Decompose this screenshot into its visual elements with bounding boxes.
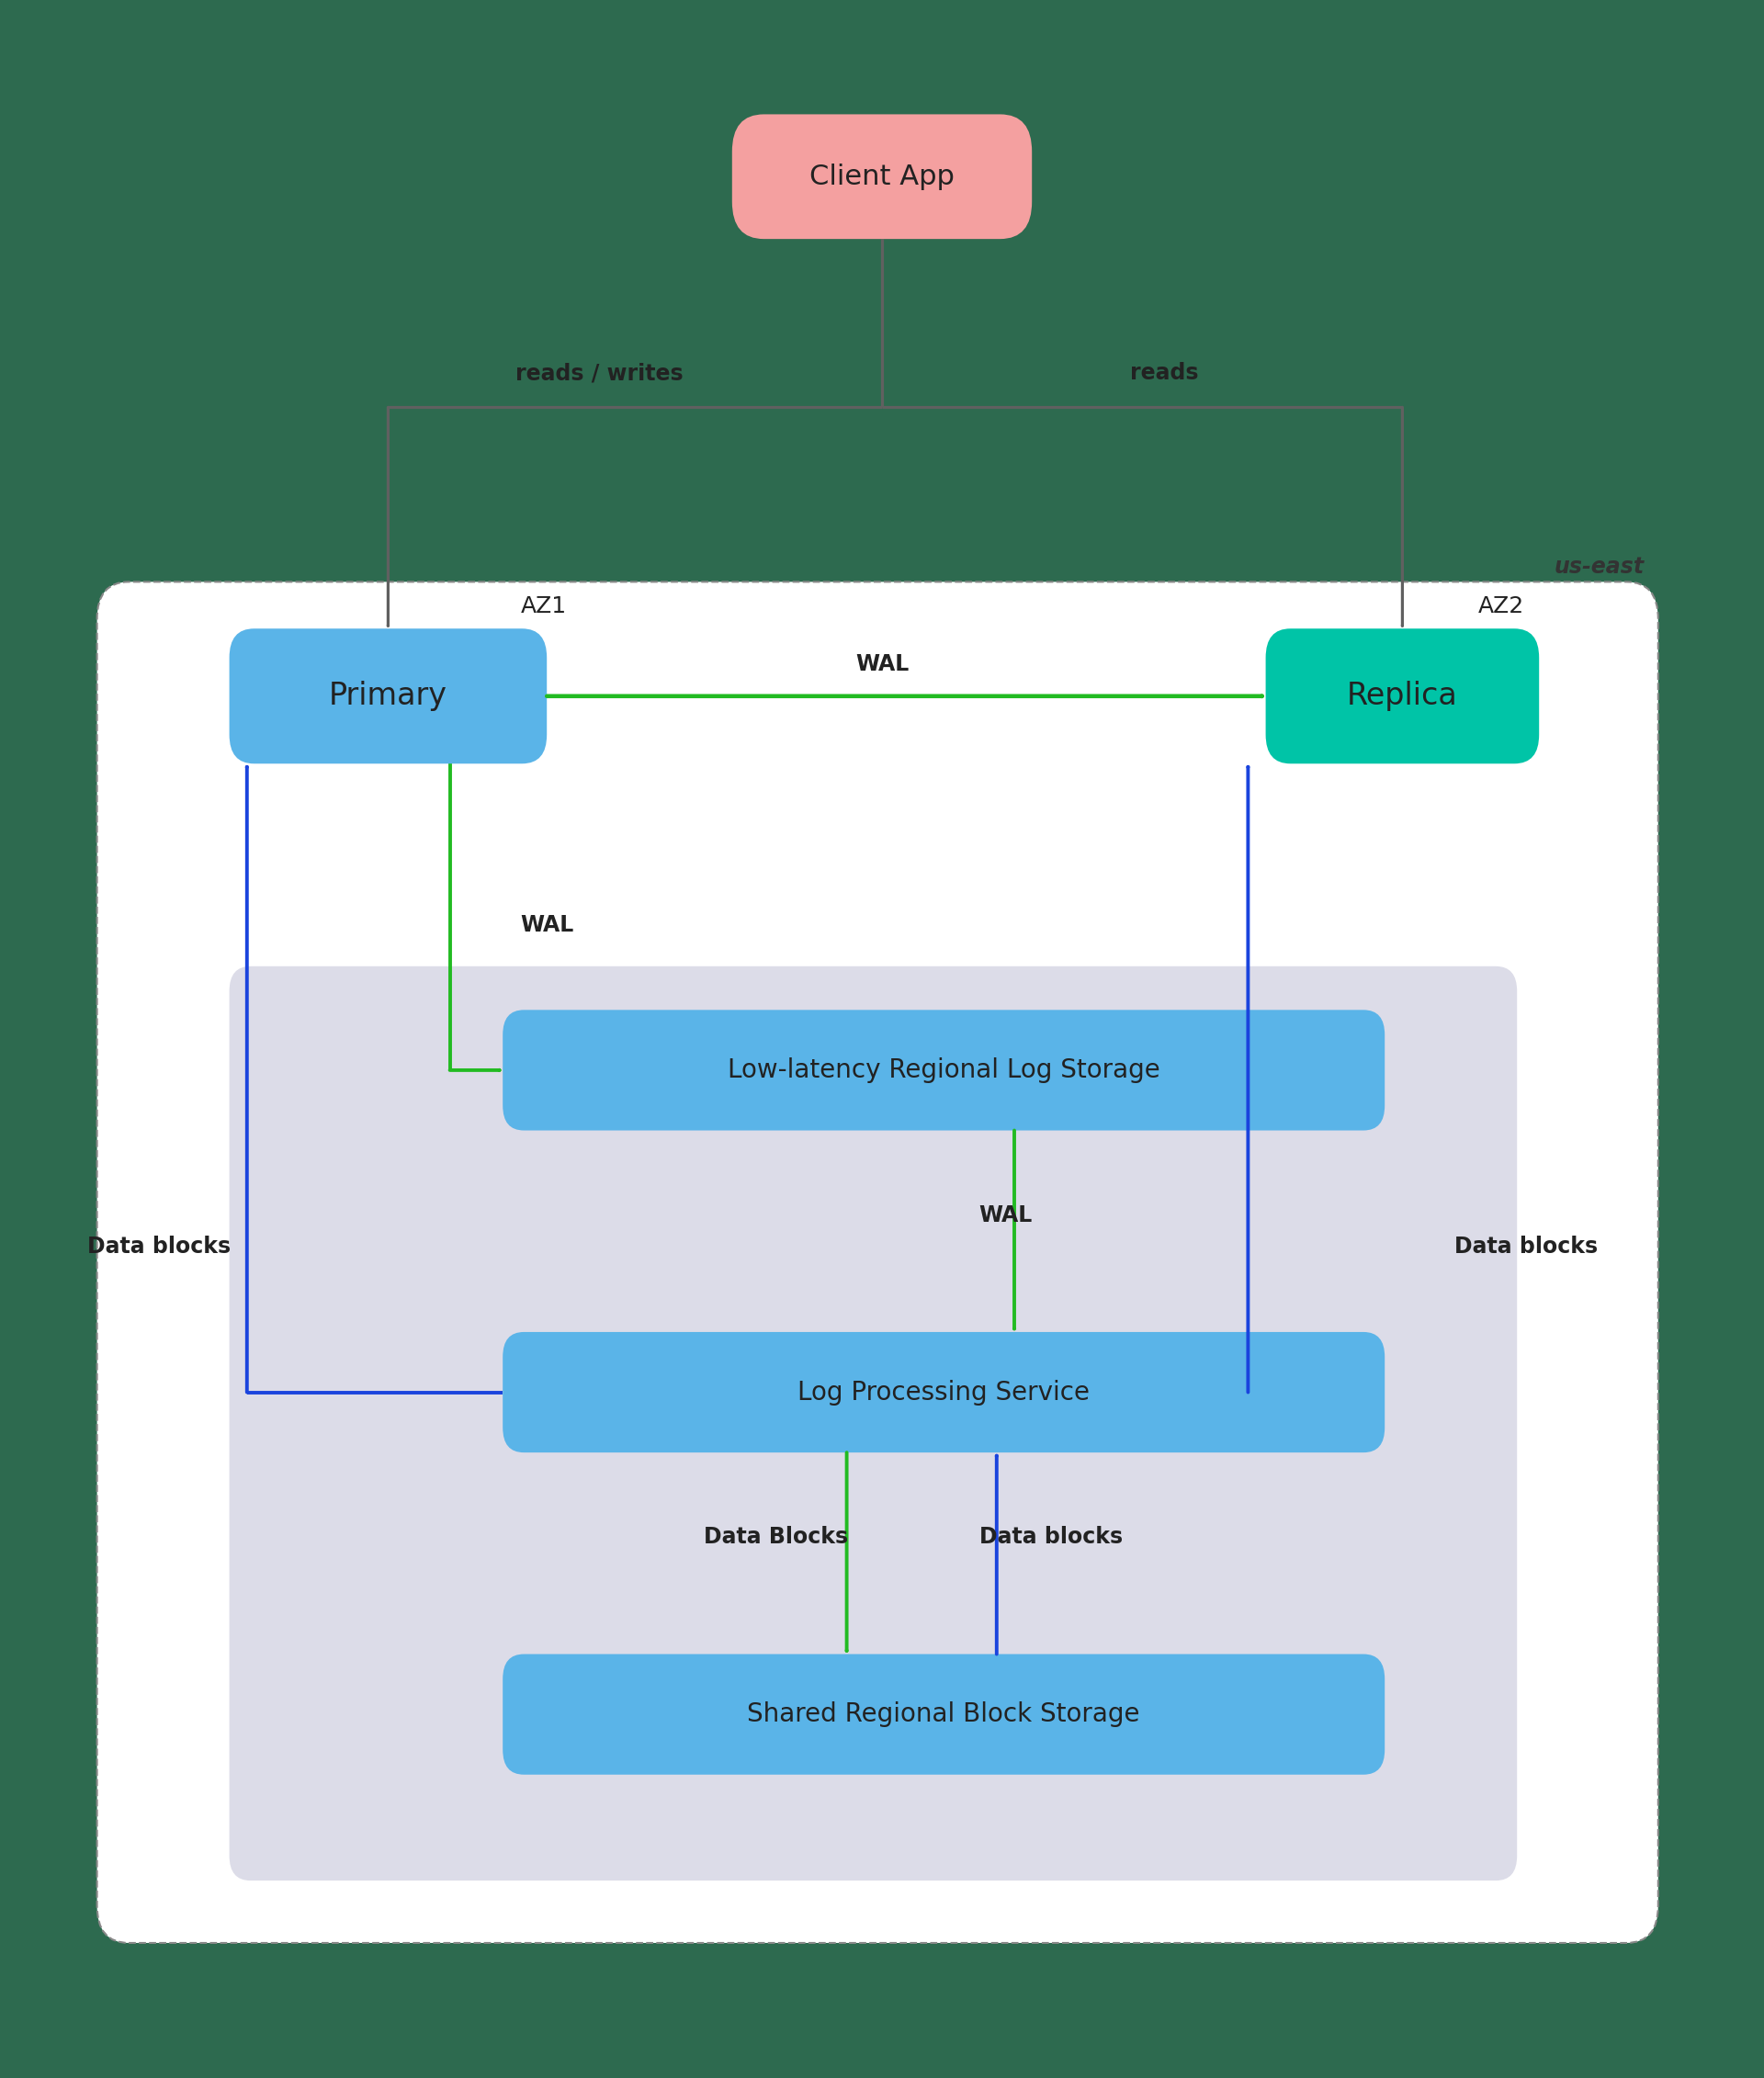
Text: AZ1: AZ1 bbox=[520, 594, 566, 617]
Text: reads: reads bbox=[1131, 362, 1198, 384]
FancyBboxPatch shape bbox=[732, 114, 1032, 239]
FancyBboxPatch shape bbox=[503, 1010, 1385, 1130]
Text: Shared Regional Block Storage: Shared Regional Block Storage bbox=[748, 1702, 1140, 1727]
FancyBboxPatch shape bbox=[229, 966, 1517, 1881]
Text: WAL: WAL bbox=[520, 914, 573, 935]
Text: Replica: Replica bbox=[1348, 682, 1457, 711]
Text: Low-latency Regional Log Storage: Low-latency Regional Log Storage bbox=[727, 1058, 1161, 1083]
Text: Data blocks: Data blocks bbox=[86, 1236, 231, 1257]
Text: Primary: Primary bbox=[328, 682, 448, 711]
FancyBboxPatch shape bbox=[1267, 628, 1538, 763]
Text: AZ2: AZ2 bbox=[1478, 594, 1524, 617]
Text: Data blocks: Data blocks bbox=[979, 1525, 1122, 1548]
FancyBboxPatch shape bbox=[503, 1332, 1385, 1453]
Text: WAL: WAL bbox=[979, 1205, 1032, 1226]
FancyBboxPatch shape bbox=[503, 1654, 1385, 1775]
Text: us-east: us-east bbox=[1554, 555, 1644, 578]
Text: WAL: WAL bbox=[856, 652, 908, 675]
FancyBboxPatch shape bbox=[97, 582, 1658, 1943]
Text: Data Blocks: Data Blocks bbox=[704, 1525, 848, 1548]
FancyBboxPatch shape bbox=[229, 628, 547, 763]
Text: reads / writes: reads / writes bbox=[515, 362, 684, 384]
Text: Log Processing Service: Log Processing Service bbox=[797, 1380, 1090, 1405]
Text: Client App: Client App bbox=[810, 164, 954, 189]
Text: Data blocks: Data blocks bbox=[1454, 1236, 1598, 1257]
